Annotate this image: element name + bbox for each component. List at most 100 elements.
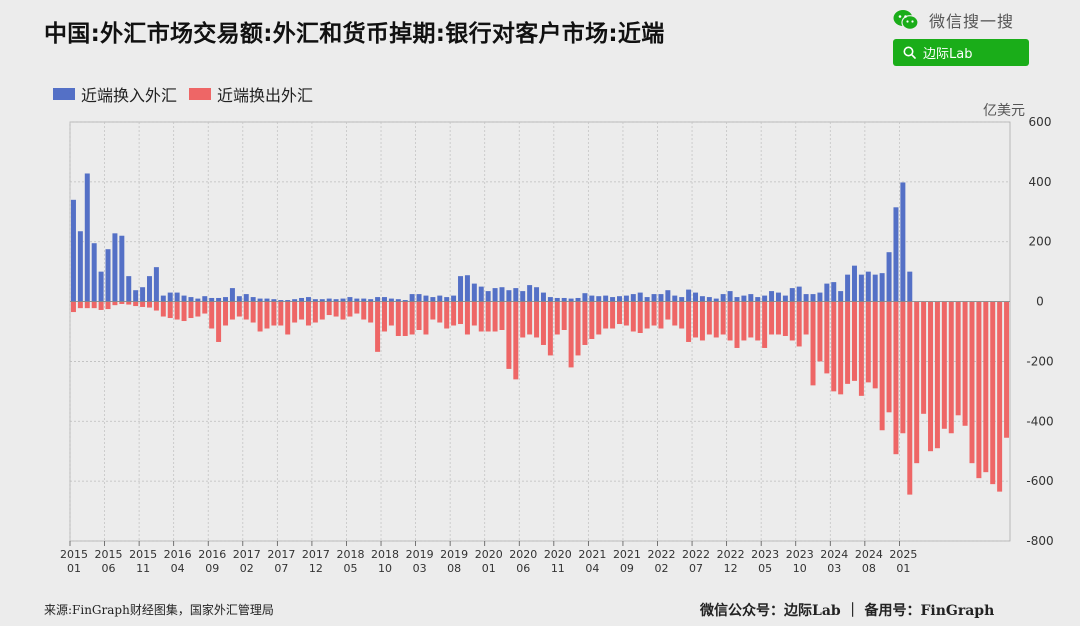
bar-outflow [568, 301, 574, 368]
bar-outflow [98, 301, 104, 310]
bar-inflow [769, 291, 775, 302]
bar-outflow [762, 301, 768, 348]
x-tick-label-month: 05 [343, 562, 357, 575]
bar-inflow [437, 295, 443, 302]
bar-outflow [630, 301, 636, 332]
y-axis-unit: 亿美元 [983, 103, 1025, 119]
bar-inflow [195, 298, 201, 302]
legend-swatch-inflow [53, 88, 75, 100]
bar-inflow [264, 298, 270, 302]
bar-outflow [264, 301, 270, 329]
search-button[interactable]: 边际Lab [893, 39, 1029, 66]
bar-inflow [257, 298, 263, 302]
y-tick-label: -200 [1026, 354, 1053, 368]
y-tick-label: -800 [1026, 534, 1053, 548]
bar-inflow [174, 292, 180, 302]
bar-inflow [236, 296, 242, 302]
bar-outflow [969, 301, 975, 464]
bar-inflow [319, 299, 325, 302]
bar-outflow [976, 301, 982, 479]
x-tick-label-month: 07 [274, 562, 288, 575]
bar-inflow [126, 276, 132, 302]
bar-inflow [665, 290, 671, 302]
bar-inflow [879, 273, 885, 302]
bar-inflow [382, 297, 387, 302]
x-tick-label-month: 01 [67, 562, 81, 575]
x-tick-label-month: 01 [482, 562, 496, 575]
bar-inflow [603, 295, 609, 302]
bar-inflow [209, 297, 215, 302]
bar-outflow [416, 301, 422, 330]
x-tick-label-year: 2015 [95, 548, 123, 561]
bar-inflow [610, 297, 616, 302]
x-tick-label-month: 08 [447, 562, 461, 575]
bar-inflow [243, 294, 249, 302]
bar-inflow [637, 292, 643, 302]
bar-outflow [934, 301, 940, 449]
bar-outflow [921, 301, 927, 414]
bar-outflow [147, 301, 152, 308]
bar-outflow [990, 301, 996, 485]
legend-item-inflow[interactable]: 近端换入外汇 [53, 82, 177, 106]
bar-inflow [810, 294, 816, 302]
x-tick-label-month: 08 [862, 562, 876, 575]
bar-inflow [368, 299, 374, 302]
x-tick-label-year: 2017 [233, 548, 261, 561]
bar-outflow [423, 301, 429, 335]
bar-inflow [430, 297, 436, 302]
bar-outflow [382, 301, 387, 332]
bar-outflow [803, 301, 809, 335]
bar-outflow [513, 301, 519, 380]
bar-outflow [140, 301, 146, 307]
bar-inflow [312, 299, 318, 302]
bar-outflow [734, 301, 740, 348]
bar-inflow [140, 287, 146, 302]
bar-inflow [340, 298, 346, 302]
legend: 近端换入外汇 近端换出外汇 [53, 82, 313, 106]
bar-outflow [375, 301, 381, 352]
bar-outflow [658, 301, 664, 329]
x-tick-label-month: 03 [413, 562, 427, 575]
bar-inflow [458, 276, 464, 302]
bar-inflow [105, 249, 111, 302]
x-tick-label-month: 01 [896, 562, 910, 575]
bar-outflow [444, 301, 450, 329]
bar-outflow [174, 301, 180, 320]
x-tick-label-year: 2016 [164, 548, 192, 561]
x-tick-label-year: 2020 [475, 548, 503, 561]
bar-outflow [879, 301, 885, 431]
x-tick-label-year: 2024 [820, 548, 848, 561]
bar-inflow [520, 291, 526, 302]
legend-item-outflow[interactable]: 近端换出外汇 [189, 82, 313, 106]
bar-inflow [326, 298, 332, 302]
bar-outflow [928, 301, 934, 452]
x-tick-label-year: 2018 [371, 548, 399, 561]
bar-outflow [84, 301, 90, 309]
bar-inflow [361, 298, 367, 302]
bar-outflow [824, 301, 830, 374]
x-tick-label-month: 12 [309, 562, 323, 575]
bar-inflow [658, 294, 664, 302]
bar-inflow [720, 294, 726, 302]
search-button-label: 边际Lab [923, 47, 973, 62]
bar-outflow [741, 301, 747, 341]
x-tick-label-month: 12 [724, 562, 738, 575]
bar-inflow [354, 298, 360, 302]
bar-inflow [485, 291, 491, 302]
bar-outflow [278, 301, 284, 326]
bar-outflow [326, 301, 332, 316]
bar-outflow [796, 301, 802, 347]
bar-outflow [817, 301, 823, 362]
bar-inflow [216, 297, 222, 302]
bar-inflow [250, 297, 256, 302]
bar-outflow [119, 301, 125, 304]
bar-inflow [305, 297, 311, 302]
bar-inflow [395, 299, 401, 302]
bar-inflow [540, 292, 546, 302]
bar-outflow [105, 301, 111, 310]
bar-outflow [644, 301, 650, 329]
bar-inflow [451, 295, 457, 302]
bar-inflow [70, 199, 76, 302]
bar-inflow [693, 292, 699, 302]
bar-inflow [852, 265, 857, 302]
